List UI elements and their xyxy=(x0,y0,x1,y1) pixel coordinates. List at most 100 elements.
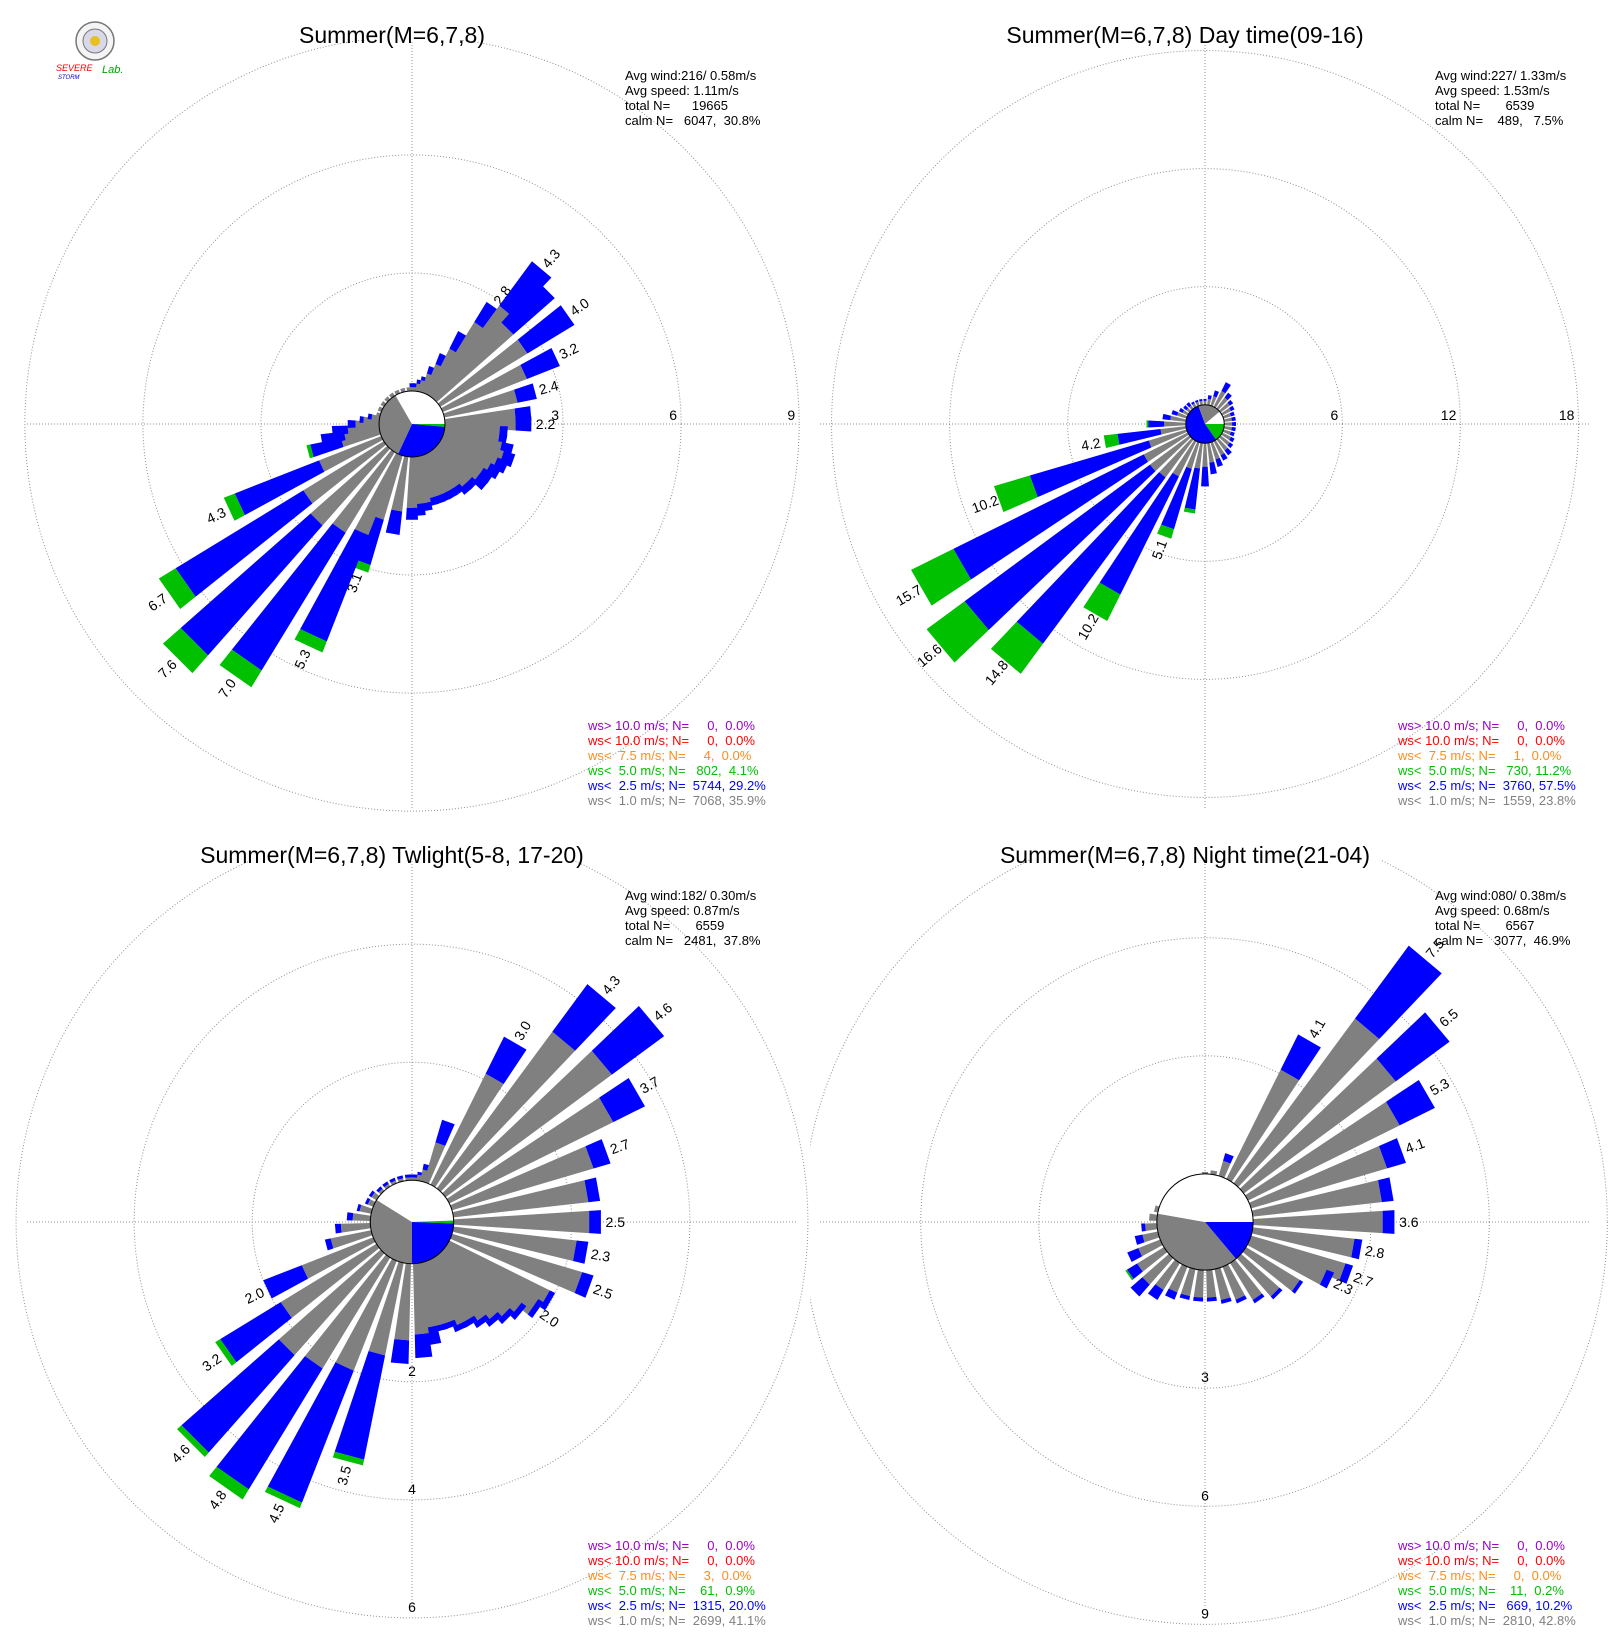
bar-gray-160 xyxy=(423,1260,455,1325)
bar-blue-50 xyxy=(1227,399,1234,406)
bar-blue-195 xyxy=(1179,1293,1191,1301)
grid-ring xyxy=(24,40,800,812)
bar-blue-245 xyxy=(1127,1248,1143,1262)
bar-blue-20 xyxy=(1213,390,1220,398)
bar-blue-215 xyxy=(1147,1284,1164,1301)
calm-sector xyxy=(412,424,445,427)
bar-gray-170 xyxy=(415,456,431,504)
ring-label: 12 xyxy=(1441,407,1457,423)
legend-entry-3: ws< 7.5 m/s; N= 0, 0.0% xyxy=(1397,1568,1562,1583)
bar-gray-70 xyxy=(1249,1146,1388,1209)
bar-green-225 xyxy=(162,627,209,674)
calm-circle-outline xyxy=(378,390,446,458)
bar-gray-170 xyxy=(416,1262,438,1328)
bar-gray-250 xyxy=(1148,429,1188,448)
bar-label-225: 7.6 xyxy=(155,656,180,681)
calm-sector xyxy=(1205,1173,1254,1222)
bar-gray-40 xyxy=(431,305,514,401)
bar-gray-160 xyxy=(421,454,443,498)
bar-label-90: 2.5 xyxy=(606,1214,626,1230)
bar-gray-35 xyxy=(429,321,487,399)
bar-label-245: 4.3 xyxy=(204,504,229,527)
legend-entry-3: ws< 7.5 m/s; N= 4, 0.0% xyxy=(587,748,752,763)
bar-blue-240 xyxy=(953,454,1148,580)
bar-gray-175 xyxy=(413,1263,429,1335)
stat-line-1: Avg wind:080/ 0.38m/s xyxy=(1435,888,1567,903)
bar-blue-40 xyxy=(499,261,552,318)
bar-blue-325 xyxy=(382,1181,389,1188)
severe-storm-lab-logo: SEVERE STORM Lab. xyxy=(56,21,123,81)
bar-blue-115 xyxy=(1319,1269,1335,1289)
panel-title: Summer(M=6,7,8) xyxy=(299,22,485,48)
bar-blue-125 xyxy=(477,467,494,484)
ring-label: 18 xyxy=(1559,407,1575,423)
bar-gray-300 xyxy=(1182,410,1189,416)
bar-blue-215 xyxy=(216,1356,323,1490)
bar-blue-225 xyxy=(1130,1277,1150,1297)
bar-gray-240 xyxy=(1143,432,1189,462)
bar-blue-170 xyxy=(1209,461,1217,475)
bar-blue-10 xyxy=(1207,395,1212,400)
bar-blue-20 xyxy=(435,1119,455,1146)
bar-green-235 xyxy=(215,1339,237,1366)
bar-label-30: 3.0 xyxy=(511,1018,535,1043)
bar-gray-200 xyxy=(1186,441,1200,469)
bar-gray-180 xyxy=(1202,443,1208,467)
bar-blue-205 xyxy=(1165,1288,1178,1300)
bar-gray-80 xyxy=(1223,417,1232,422)
windrose-panel-2: 6 12 185.110.214.816.615.710.24.2Summer(M=… xyxy=(820,22,1590,809)
bar-blue-70 xyxy=(585,1139,611,1169)
stat-line-3: total N= 6539 xyxy=(1435,98,1534,113)
bar-gray-65 xyxy=(440,364,527,412)
bar-gray-120 xyxy=(439,438,491,473)
bar-label-55: 4.0 xyxy=(567,295,592,319)
bar-gray-165 xyxy=(1214,1267,1231,1301)
logo-severe-text: SEVERE xyxy=(56,63,94,73)
bar-label-200: 5.1 xyxy=(1148,537,1170,561)
bar-blue-80 xyxy=(584,1177,601,1203)
bar-blue-250 xyxy=(1029,440,1152,498)
bar-gray-340 xyxy=(1195,401,1200,407)
stat-line-2: Avg speed: 1.11m/s xyxy=(625,83,739,98)
bar-blue-70 xyxy=(1229,411,1235,417)
bar-label-125: 2.0 xyxy=(537,1306,562,1330)
bar-gray-30 xyxy=(426,348,459,397)
bar-label-110: 2.7 xyxy=(1351,1269,1375,1291)
bar-blue-50 xyxy=(591,1005,665,1075)
bar-blue-0 xyxy=(1203,398,1207,401)
bar-blue-265 xyxy=(334,1223,342,1234)
bar-label-70: 2.7 xyxy=(608,1135,632,1157)
bar-blue-190 xyxy=(385,509,403,535)
calm-sector xyxy=(395,391,412,424)
legend-entry-4: ws< 5.0 m/s; N= 61, 0.9% xyxy=(587,1583,755,1598)
ring-label: 3 xyxy=(551,407,559,423)
bar-gray-55 xyxy=(437,339,528,407)
bar-label-100: 2.8 xyxy=(1364,1242,1386,1261)
bar-blue-25 xyxy=(435,353,449,368)
bar-blue-280 xyxy=(367,413,373,420)
bar-blue-305 xyxy=(368,1190,375,1198)
bar-blue-45 xyxy=(501,281,555,335)
bar-blue-230 xyxy=(964,464,1156,630)
bar-blue-315 xyxy=(376,1186,383,1193)
bar-blue-300 xyxy=(1178,407,1185,413)
bar-blue-245 xyxy=(263,1265,309,1299)
bar-blue-275 xyxy=(346,1212,354,1221)
bar-blue-30 xyxy=(485,1036,527,1085)
bar-blue-110 xyxy=(1339,1263,1354,1284)
bar-gray-230 xyxy=(1149,435,1192,472)
bar-blue-210 xyxy=(1099,472,1179,595)
legend-entry-1: ws> 10.0 m/s; N= 0, 0.0% xyxy=(1397,1538,1565,1553)
bar-blue-155 xyxy=(1235,1295,1247,1304)
bar-blue-30 xyxy=(449,331,470,354)
bar-blue-50 xyxy=(1376,1012,1450,1082)
bar-gray-145 xyxy=(433,1254,486,1324)
bar-gray-245 xyxy=(1138,1239,1163,1257)
bar-blue-260 xyxy=(320,431,346,446)
legend-entry-4: ws< 5.0 m/s; N= 802, 4.1% xyxy=(587,763,759,778)
calm-sector xyxy=(1205,424,1225,440)
bar-gray-215 xyxy=(1155,1259,1180,1290)
bar-blue-155 xyxy=(453,1320,469,1333)
bar-gray-270 xyxy=(1164,421,1186,427)
bar-gray-100 xyxy=(452,1226,577,1261)
